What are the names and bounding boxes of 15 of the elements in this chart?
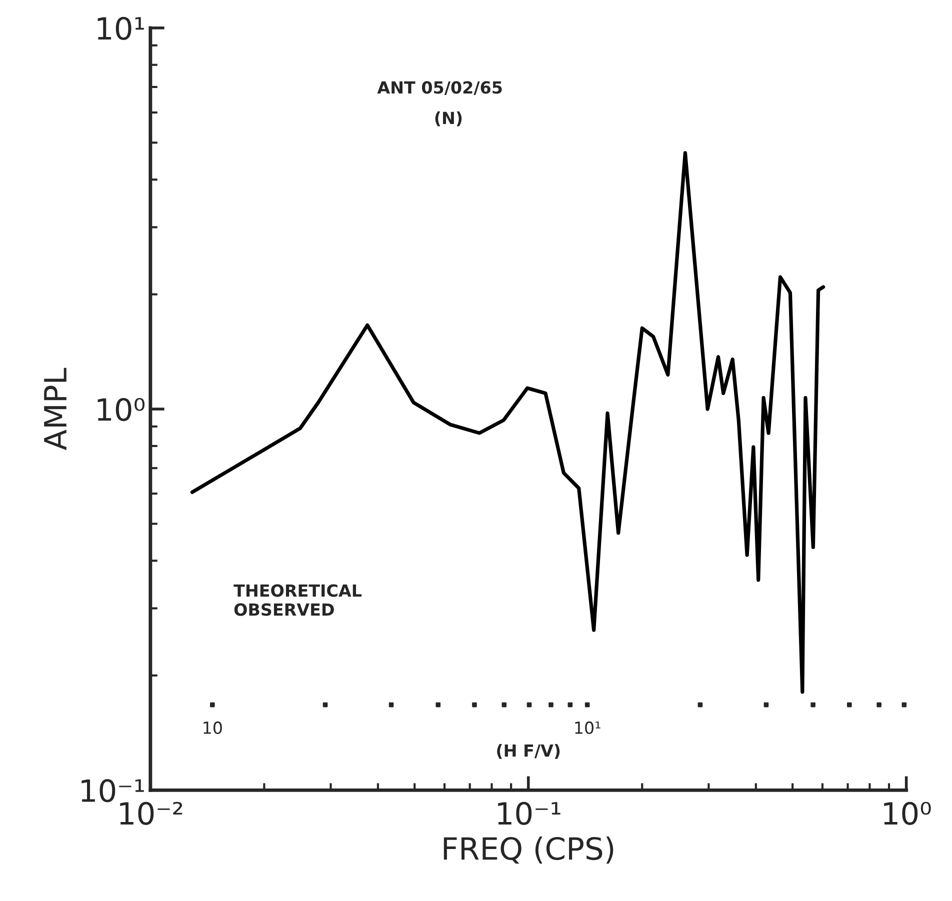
y-tick-label: 10⁰ [98,398,144,422]
annotation: THEORETICAL [234,584,362,597]
annotation: 10 [204,721,222,734]
x-axis-title: FREQ (CPS) [444,836,614,864]
annotation: 10¹ [575,721,600,734]
y-tick-label: 10⁻¹ [82,779,144,802]
x-tick-label: 10⁻² [120,802,182,825]
x-tick-label: 10⁰ [884,802,931,825]
annotation: (H F/V) [497,744,560,759]
x-tick-label: 10⁻¹ [498,802,560,825]
annotation: (N) [435,111,462,126]
y-tick-label: 10¹ [98,16,144,40]
annotation: OBSERVED [234,603,334,616]
y-axis-title: AMPL [44,368,66,450]
annotation: ANT 05/02/65 [377,81,502,96]
